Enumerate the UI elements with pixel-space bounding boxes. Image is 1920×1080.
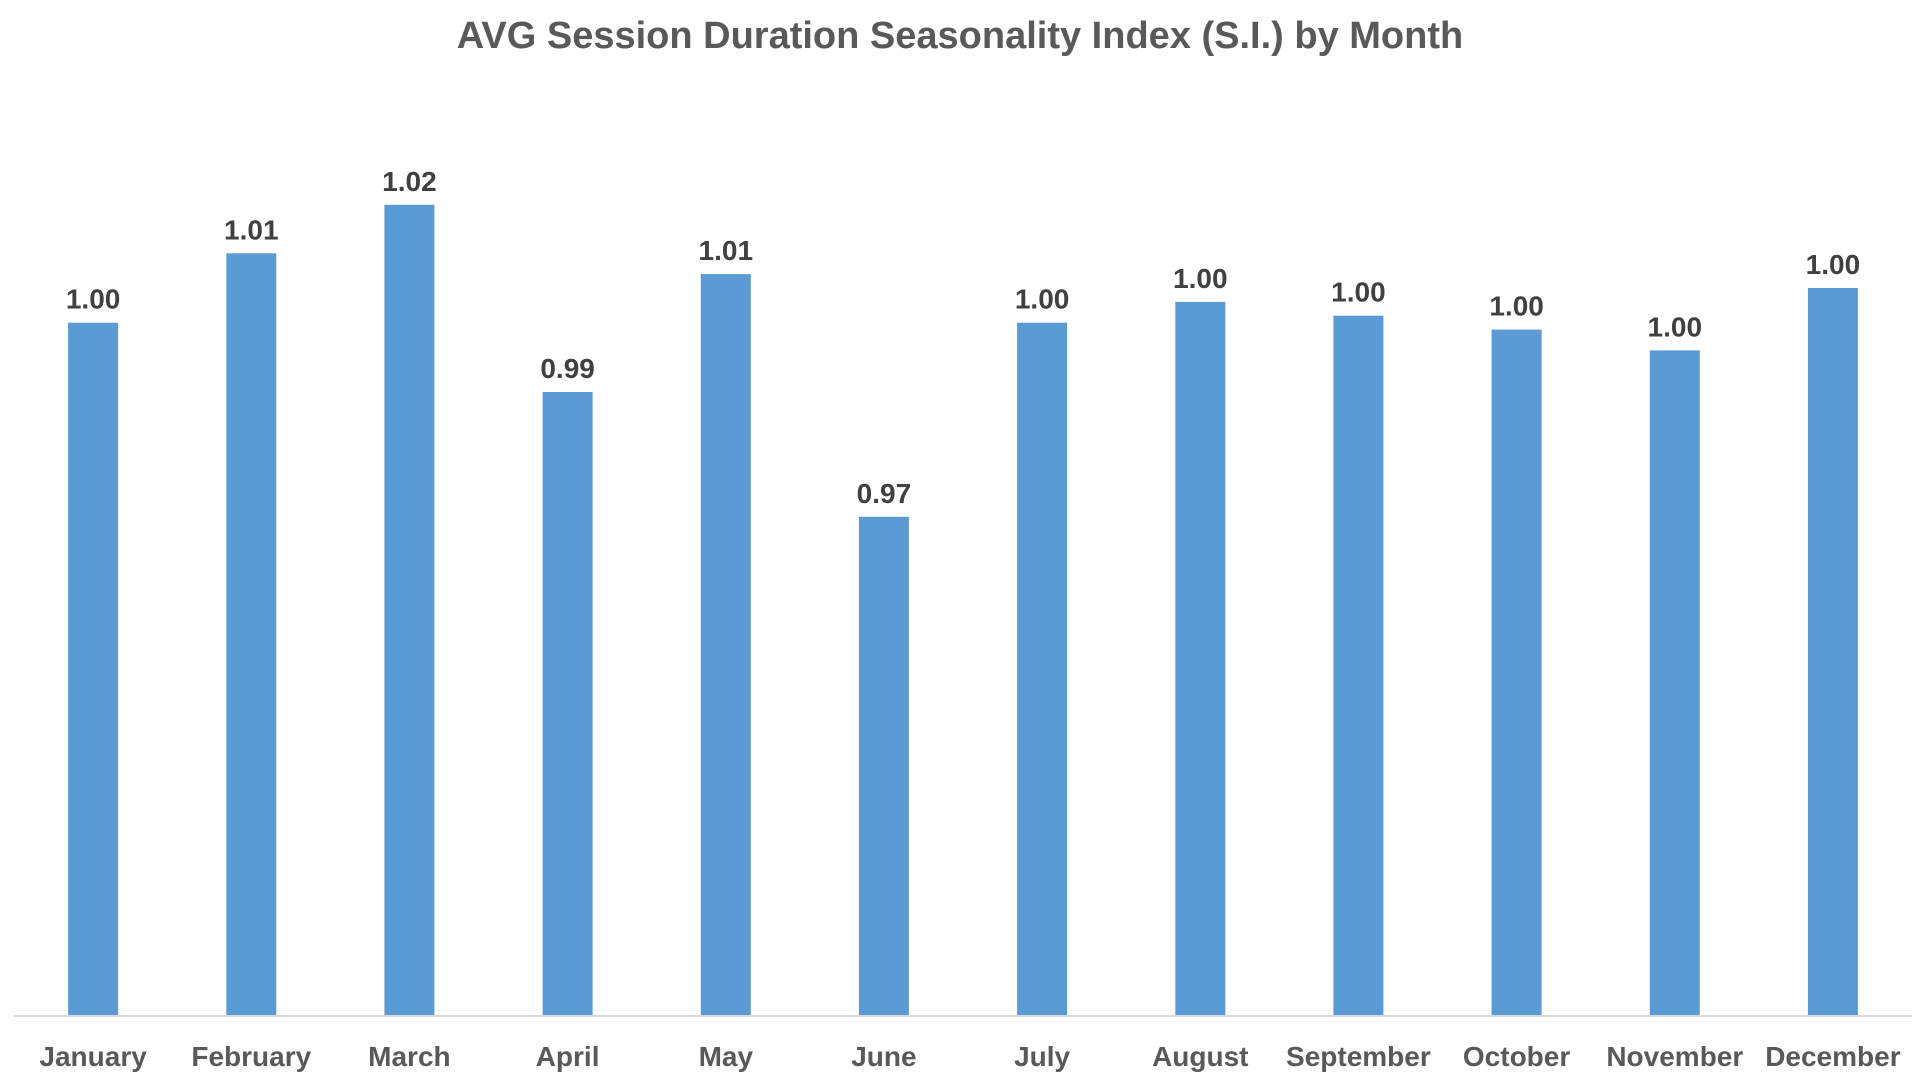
data-label-may: 1.01 [699,235,754,266]
bar-march [384,204,435,1017]
x-tick-label-july: July [1014,1041,1070,1072]
data-labels-group: 1.00 1.01 1.02 0.99 1.01 0.97 1.00 1.00 1.00 1.00… [66,166,1860,509]
data-label-october: 1.00 [1489,291,1544,322]
bar-november [1649,350,1700,1016]
bar-may [700,274,751,1017]
data-label-november: 1.00 [1648,311,1703,342]
x-tick-label-november: November [1606,1041,1743,1072]
bars-group [68,204,1858,1017]
data-label-december: 1.00 [1806,249,1861,280]
x-tick-label-may: May [699,1041,754,1072]
x-tick-label-september: September [1286,1041,1431,1072]
bar-january [68,322,119,1016]
bar-august [1175,301,1226,1016]
bar-june [858,516,909,1016]
data-label-april: 0.99 [540,353,595,384]
x-tick-label-february: February [191,1041,311,1072]
data-label-january: 1.00 [66,284,121,315]
data-label-september: 1.00 [1331,277,1386,308]
x-tick-label-october: October [1463,1041,1570,1072]
x-tick-label-january: January [39,1041,147,1072]
x-tick-label-march: March [368,1041,450,1072]
x-tick-label-august: August [1152,1041,1248,1072]
bar-september [1333,315,1384,1016]
data-label-february: 1.01 [224,214,279,245]
x-tick-label-december: December [1765,1041,1901,1072]
bar-december [1807,288,1858,1016]
bar-april [542,392,593,1016]
x-tick-label-april: April [536,1041,600,1072]
data-label-august: 1.00 [1173,263,1228,294]
x-tick-label-june: June [851,1041,916,1072]
bar-october [1491,329,1542,1017]
bar-february [226,253,277,1017]
bar-july [1017,322,1068,1016]
chart-title: AVG Session Duration Seasonality Index (… [457,15,1463,57]
data-label-june: 0.97 [857,478,912,509]
data-label-july: 1.00 [1015,284,1070,315]
data-label-march: 1.02 [382,166,437,197]
x-tick-labels-group: January February March April May June July Augu… [39,1041,1900,1072]
